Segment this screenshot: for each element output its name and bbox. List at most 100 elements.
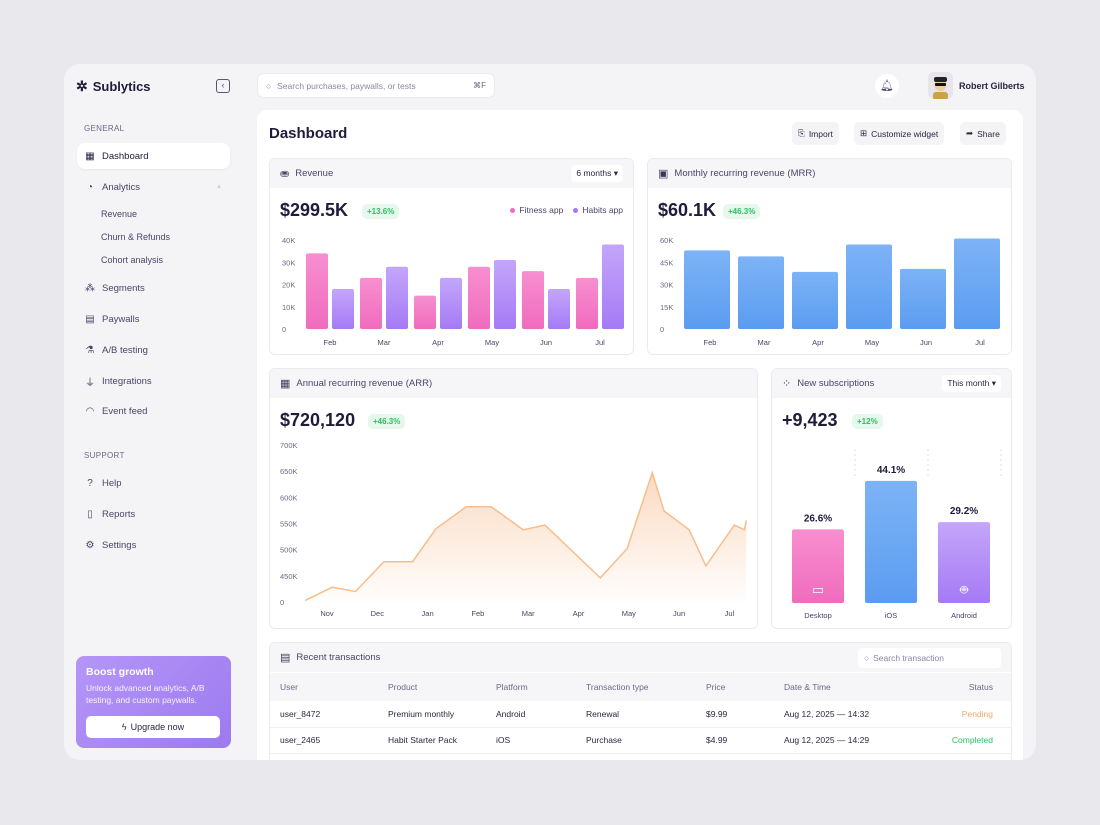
sidebar-item-help[interactable]: ? Help [77,470,230,496]
flask-icon: ⚗ [85,344,95,356]
col-date[interactable]: Date & Time [774,673,912,701]
sidebar-item-paywalls[interactable]: ▤ Paywalls [77,306,230,332]
search-placeholder: Search transaction [873,652,945,663]
transaction-search[interactable]: ○ Search transaction [858,647,1001,668]
y-tick: 20K [282,281,295,290]
user-name[interactable]: Robert Gilberts [959,81,1025,91]
x-tick: Desktop [804,611,832,620]
upgrade-button[interactable]: ϟ Upgrade now [86,716,220,738]
android-icon: 🤖︎ [959,582,969,597]
range-value: 6 months [576,168,612,178]
table-row[interactable]: user_8472 Premium monthly Android Renewal $9… [270,701,1011,728]
y-tick: 450K [280,572,298,581]
sidebar-item-segments[interactable]: ⁂ Segments [77,275,230,301]
y-tick: 600K [280,493,298,502]
customize-widget-button[interactable]: ⊞ Customize widget [854,122,945,145]
mrr-total: $60.1K [658,200,717,220]
bar-habits [602,244,624,329]
help-icon: ? [87,477,93,489]
plug-icon: ⏚ [85,377,95,389]
x-tick: Nov [320,609,334,618]
collapse-sidebar-button[interactable]: ‹ [216,79,230,93]
subs-chart: 26.6% ▭ Desktop 44.1% iOS 29.2% 🤖︎ Android [792,449,1002,620]
promo-title: Boost growth [86,666,154,678]
paywall-icon: ▤ [85,313,95,325]
global-search[interactable]: ○ Search purchases, paywalls, or tests ⌘F [257,73,495,98]
bar-label: 44.1% [877,465,905,476]
sidebar-item-dashboard[interactable]: ▦ Dashboard [77,143,230,169]
y-tick: 40K [282,236,295,245]
x-tick: Jul [725,609,735,618]
legend-fitness[interactable]: Fitness app [510,205,563,215]
status-badge: Pending [911,701,1011,728]
y-tick: 650K [280,467,298,476]
y-tick: 0 [282,325,286,334]
sidebar-item-ab-testing[interactable]: ⚗ A/B testing [77,337,230,363]
mrr-card: ▣ Monthly recurring revenue (MRR) $60.1K … [647,158,1012,355]
grid-icon: ▦ [85,150,95,162]
col-user[interactable]: User [270,673,378,701]
import-button[interactable]: ⎘ Import [792,122,839,145]
x-tick: Mar [758,338,771,347]
mrr-chart: 0 15K 30K 45K 60K Feb Mar Apr May Jun Jul [660,236,1000,347]
subs-total: +9,423 [782,410,838,430]
bar-habits [494,260,516,329]
shortcut-hint: ⌘F [473,81,486,90]
coins-icon: ⛂ [280,168,290,180]
bar-desktop [792,529,844,603]
cell-date: Aug 12, 2025 — 14:32 [774,701,912,728]
promo-card: Boost growth Unlock advanced analytics, … [76,656,231,748]
col-type[interactable]: Transaction type [576,673,696,701]
bar-mrr [954,238,1000,329]
x-tick: Jun [673,609,685,618]
rss-icon: ◠ [85,405,95,417]
arr-area [305,472,747,602]
card-icon: ▤ [280,652,291,664]
grid-icon: ⊞ [860,128,868,138]
sidebar-item-reports[interactable]: ▯ Reports [77,501,230,527]
brand-name: Sublytics [92,79,151,94]
transactions-card: ▤ Recent transactions ○ Search transaction… [269,642,1012,760]
range-dropdown[interactable]: This month ▾ [942,375,1001,392]
y-tick: 30K [660,281,673,290]
cell-platform: iOS [486,727,576,754]
range-dropdown[interactable]: 6 months ▾ [571,165,623,182]
x-tick: Feb [471,609,484,618]
x-tick: Feb [704,338,717,347]
bar-android [938,522,990,603]
y-tick: 700K [280,441,298,450]
nav-label: Help [102,477,122,489]
share-button[interactable]: ➦ Share [960,122,1006,145]
table-row[interactable]: user_2465 Habit Starter Pack iOS Purchase $4… [270,727,1011,754]
x-tick: Mar [522,609,535,618]
sidebar-item-analytics[interactable]: ◔ Analytics ▲ [77,174,230,200]
share-icon: ➦ [966,128,974,138]
card-title: New subscriptions [797,378,875,389]
nav-label: A/B testing [102,344,148,356]
bar-label: 29.2% [950,506,978,517]
avatar[interactable] [928,72,953,99]
x-tick: Dec [371,609,385,618]
promo-text: Unlock advanced analytics, A/B testing, … [86,683,205,705]
sidebar-sub-cohort[interactable]: Cohort analysis [101,255,164,265]
change-badge: +12% [852,414,883,429]
col-product[interactable]: Product [378,673,486,701]
bell-icon[interactable]: 🔔︎ [875,74,899,98]
legend-habits[interactable]: Habits app [573,205,623,215]
transactions-table: User Product Platform Transaction type P… [270,673,1011,754]
sidebar-sub-revenue[interactable]: Revenue [101,209,138,219]
cell-price: $4.99 [696,727,774,754]
change-badge: +46.3% [368,414,406,429]
y-tick: 0 [660,325,664,334]
cell-date: Aug 12, 2025 — 14:29 [774,727,912,754]
nav-label: Paywalls [102,313,140,325]
nav-label: Integrations [102,375,152,387]
sidebar-item-settings[interactable]: ⚙ Settings [77,532,230,558]
col-platform[interactable]: Platform [486,673,576,701]
sidebar-sub-churn[interactable]: Churn & Refunds [101,232,171,242]
cell-user: user_8472 [270,701,378,728]
sidebar-item-integrations[interactable]: ⏚ Integrations [77,368,230,394]
sidebar-item-event-feed[interactable]: ◠ Event feed [77,398,230,424]
col-price[interactable]: Price [696,673,774,701]
col-status[interactable]: Status [911,673,1011,701]
